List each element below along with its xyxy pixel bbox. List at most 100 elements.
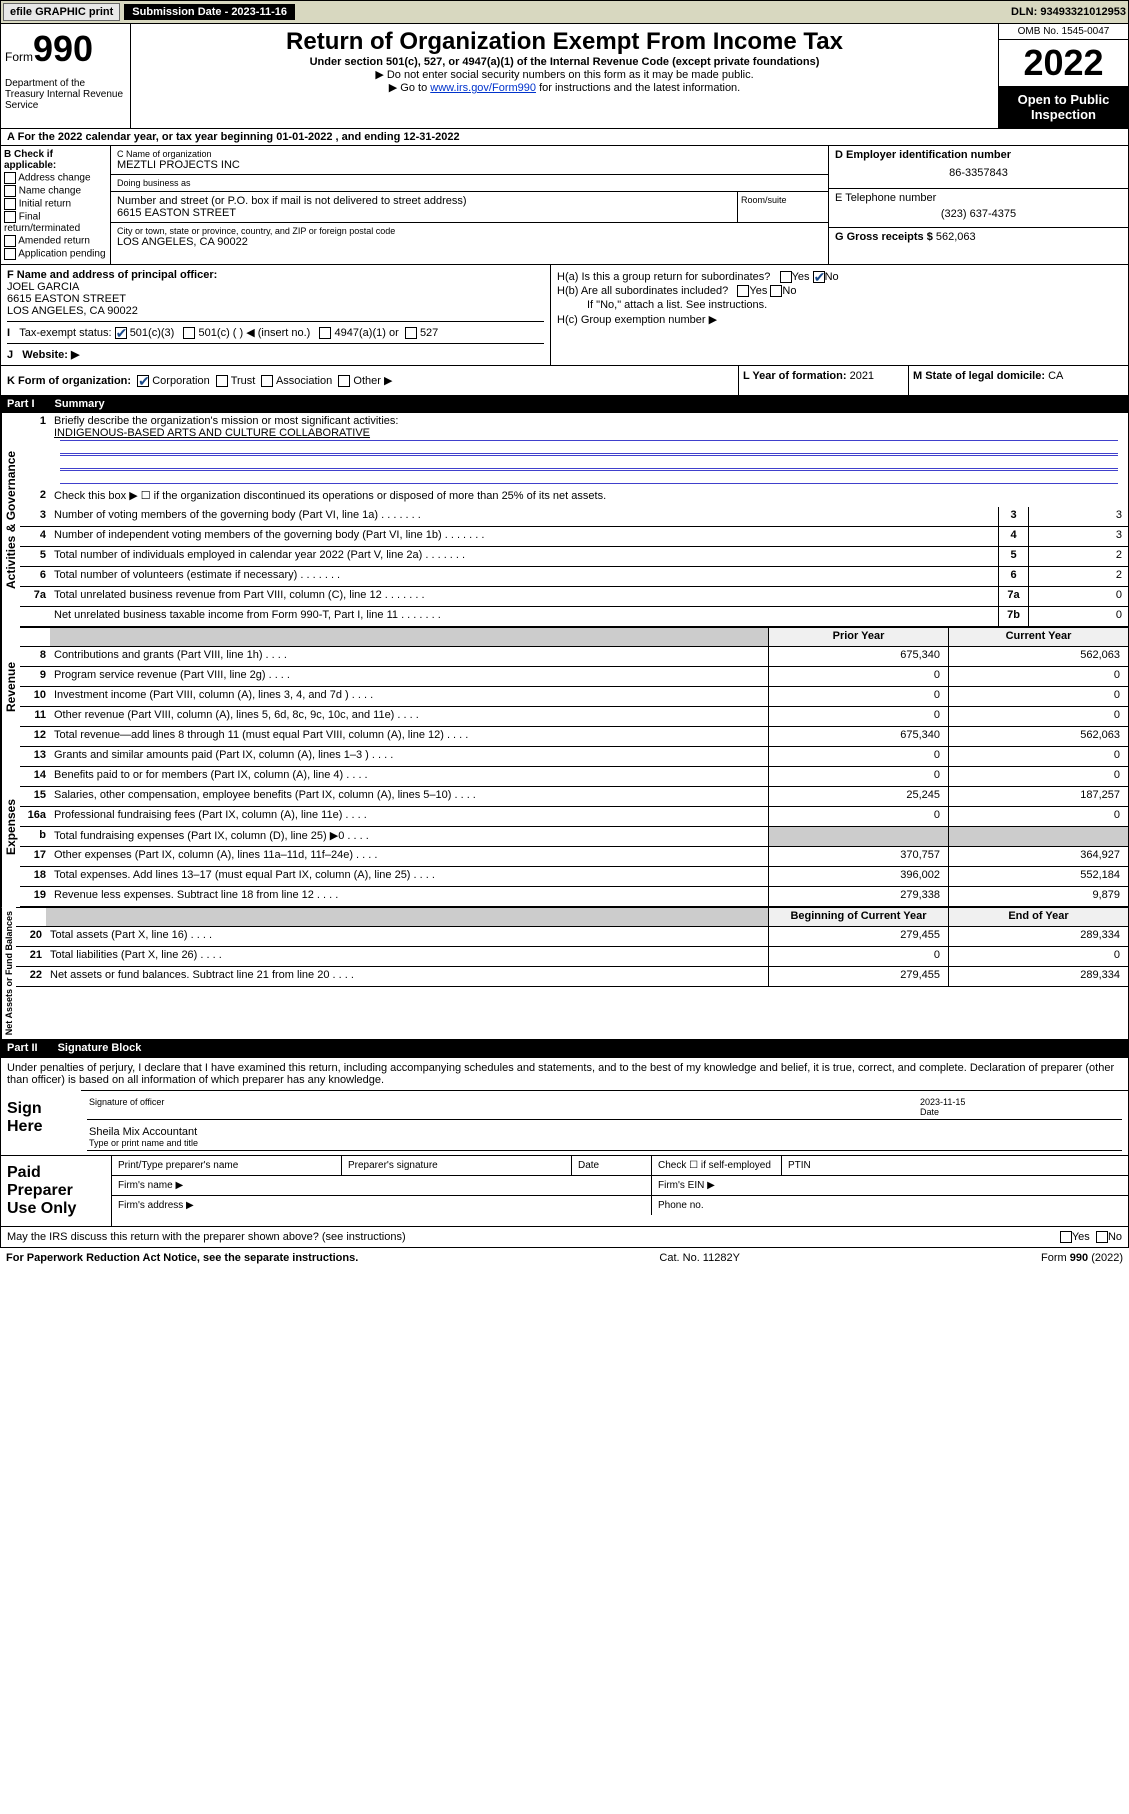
dba-label: Doing business as — [117, 178, 822, 188]
prep-name-label: Print/Type preparer's name — [112, 1156, 342, 1175]
part2-header: Part II Signature Block — [0, 1040, 1129, 1057]
org-name-label: C Name of organization — [117, 149, 822, 159]
may-no[interactable] — [1096, 1231, 1108, 1243]
summary-line: 17Other expenses (Part IX, column (A), l… — [20, 847, 1128, 867]
ha-yes[interactable] — [780, 271, 792, 283]
paid-preparer-label: Paid Preparer Use Only — [1, 1156, 111, 1226]
part2-number: Part II — [7, 1042, 38, 1054]
mission-label: Briefly describe the organization's miss… — [54, 415, 398, 427]
summary-line: 20Total assets (Part X, line 16) . . . .… — [16, 927, 1128, 947]
summary-line: 8Contributions and grants (Part VIII, li… — [20, 647, 1128, 667]
begin-year-hdr: Beginning of Current Year — [768, 908, 948, 926]
street-label: Number and street (or P.O. box if mail i… — [117, 195, 731, 207]
summary-revenue: Revenue Prior YearCurrent Year 8Contribu… — [0, 627, 1129, 747]
hb-note: If "No," attach a list. See instructions… — [557, 299, 1122, 311]
col-deg-right: D Employer identification number 86-3357… — [828, 146, 1128, 264]
street-value: 6615 EASTON STREET — [117, 207, 731, 219]
cb-501c[interactable] — [183, 327, 195, 339]
summary-line: 12Total revenue—add lines 8 through 11 (… — [20, 727, 1128, 747]
cb-527[interactable] — [405, 327, 417, 339]
summary-line: 7aTotal unrelated business revenue from … — [20, 587, 1128, 607]
form-title: Return of Organization Exempt From Incom… — [135, 28, 994, 56]
summary-line: 18Total expenses. Add lines 13–17 (must … — [20, 867, 1128, 887]
row-k: K Form of organization: Corporation Trus… — [0, 366, 1129, 396]
col-b-checkboxes: B Check if applicable: Address change Na… — [1, 146, 111, 264]
gov-vlabel: Activities & Governance — [1, 413, 20, 627]
summary-line: 9Program service revenue (Part VIII, lin… — [20, 667, 1128, 687]
summary-line: 22Net assets or fund balances. Subtract … — [16, 967, 1128, 987]
summary-line: 3Number of voting members of the governi… — [20, 507, 1128, 527]
cb-final-return[interactable]: Final return/terminated — [4, 211, 107, 234]
org-name: MEZTLI PROJECTS INC — [117, 159, 822, 171]
cb-501c3[interactable] — [115, 327, 127, 339]
prior-year-hdr: Prior Year — [768, 628, 948, 646]
sign-here-label: Sign Here — [1, 1090, 81, 1155]
end-year-hdr: End of Year — [948, 908, 1128, 926]
cb-other[interactable] — [338, 375, 350, 387]
summary-line: bTotal fundraising expenses (Part IX, co… — [20, 827, 1128, 847]
may-yes[interactable] — [1060, 1231, 1072, 1243]
cb-corp[interactable] — [137, 375, 149, 387]
summary-line: 21Total liabilities (Part X, line 26) . … — [16, 947, 1128, 967]
sig-name: Sheila Mix Accountant — [89, 1126, 1120, 1138]
gross-value: 562,063 — [936, 231, 976, 243]
ein-label: D Employer identification number — [835, 149, 1011, 161]
prep-sig-label: Preparer's signature — [342, 1156, 572, 1175]
open-inspection-badge: Open to Public Inspection — [999, 86, 1128, 128]
cb-app-pending[interactable]: Application pending — [4, 248, 107, 260]
footer: For Paperwork Reduction Act Notice, see … — [0, 1248, 1129, 1268]
form-note-privacy: ▶ Do not enter social security numbers o… — [135, 68, 994, 81]
dom-value: CA — [1048, 370, 1063, 382]
dln: DLN: 93493321012953 — [1011, 6, 1126, 18]
phone-label: Phone no. — [652, 1196, 1128, 1215]
efile-print-button[interactable]: efile GRAPHIC print — [3, 3, 120, 21]
tax-status-label: Tax-exempt status: — [19, 327, 111, 339]
footer-right: Form 990 (2022) — [1041, 1252, 1123, 1264]
summary-line: 14Benefits paid to or for members (Part … — [20, 767, 1128, 787]
cb-address-change[interactable]: Address change — [4, 172, 107, 184]
officer-name: JOEL GARCIA — [7, 281, 544, 293]
yof-value: 2021 — [850, 370, 874, 382]
col-c-org-info: C Name of organization MEZTLI PROJECTS I… — [111, 146, 828, 264]
cb-amended[interactable]: Amended return — [4, 235, 107, 247]
cb-name-change[interactable]: Name change — [4, 185, 107, 197]
ptin-label: PTIN — [782, 1156, 1128, 1175]
cb-initial-return[interactable]: Initial return — [4, 198, 107, 210]
net-vlabel: Net Assets or Fund Balances — [1, 907, 16, 1039]
city-value: LOS ANGELES, CA 90022 — [117, 236, 822, 248]
ein-value: 86-3357843 — [835, 161, 1122, 185]
dom-label: M State of legal domicile: — [913, 370, 1045, 382]
hc-label: H(c) Group exemption number ▶ — [557, 313, 1122, 326]
sig-officer-label: Signature of officer — [89, 1097, 920, 1117]
irs-link[interactable]: www.irs.gov/Form990 — [430, 82, 536, 94]
cb-trust[interactable] — [216, 375, 228, 387]
ha-no[interactable] — [813, 271, 825, 283]
tel-label: E Telephone number — [835, 192, 936, 204]
hb-yes[interactable] — [737, 285, 749, 297]
ha-label: H(a) Is this a group return for subordin… — [557, 271, 1122, 283]
sig-date: 2023-11-15 — [920, 1097, 965, 1107]
summary-line: 13Grants and similar amounts paid (Part … — [20, 747, 1128, 767]
may-discuss-label: May the IRS discuss this return with the… — [7, 1231, 406, 1243]
cb-assoc[interactable] — [261, 375, 273, 387]
part1-number: Part I — [7, 398, 35, 410]
submission-date: Submission Date - 2023-11-16 — [124, 4, 295, 20]
city-label: City or town, state or province, country… — [117, 226, 822, 236]
cb-4947[interactable] — [319, 327, 331, 339]
tax-year: 2022 — [999, 40, 1128, 86]
summary-line: 4Number of independent voting members of… — [20, 527, 1128, 547]
summary-governance: Activities & Governance 1Briefly describ… — [0, 413, 1129, 627]
form-number: Form990 — [5, 28, 126, 70]
website-label: Website: ▶ — [22, 349, 79, 361]
hb-no[interactable] — [770, 285, 782, 297]
suite-label: Room/suite — [738, 192, 828, 223]
col-b-header: B Check if applicable: — [4, 149, 56, 171]
current-year-hdr: Current Year — [948, 628, 1128, 646]
footer-cat: Cat. No. 11282Y — [358, 1252, 1041, 1264]
summary-line: 19Revenue less expenses. Subtract line 1… — [20, 887, 1128, 907]
part2-title: Signature Block — [58, 1042, 142, 1054]
row-a-period: A For the 2022 calendar year, or tax yea… — [0, 129, 1129, 146]
section-bcd: B Check if applicable: Address change Na… — [0, 146, 1129, 265]
officer-addr2: LOS ANGELES, CA 90022 — [7, 305, 544, 317]
officer-label: F Name and address of principal officer: — [7, 269, 544, 281]
